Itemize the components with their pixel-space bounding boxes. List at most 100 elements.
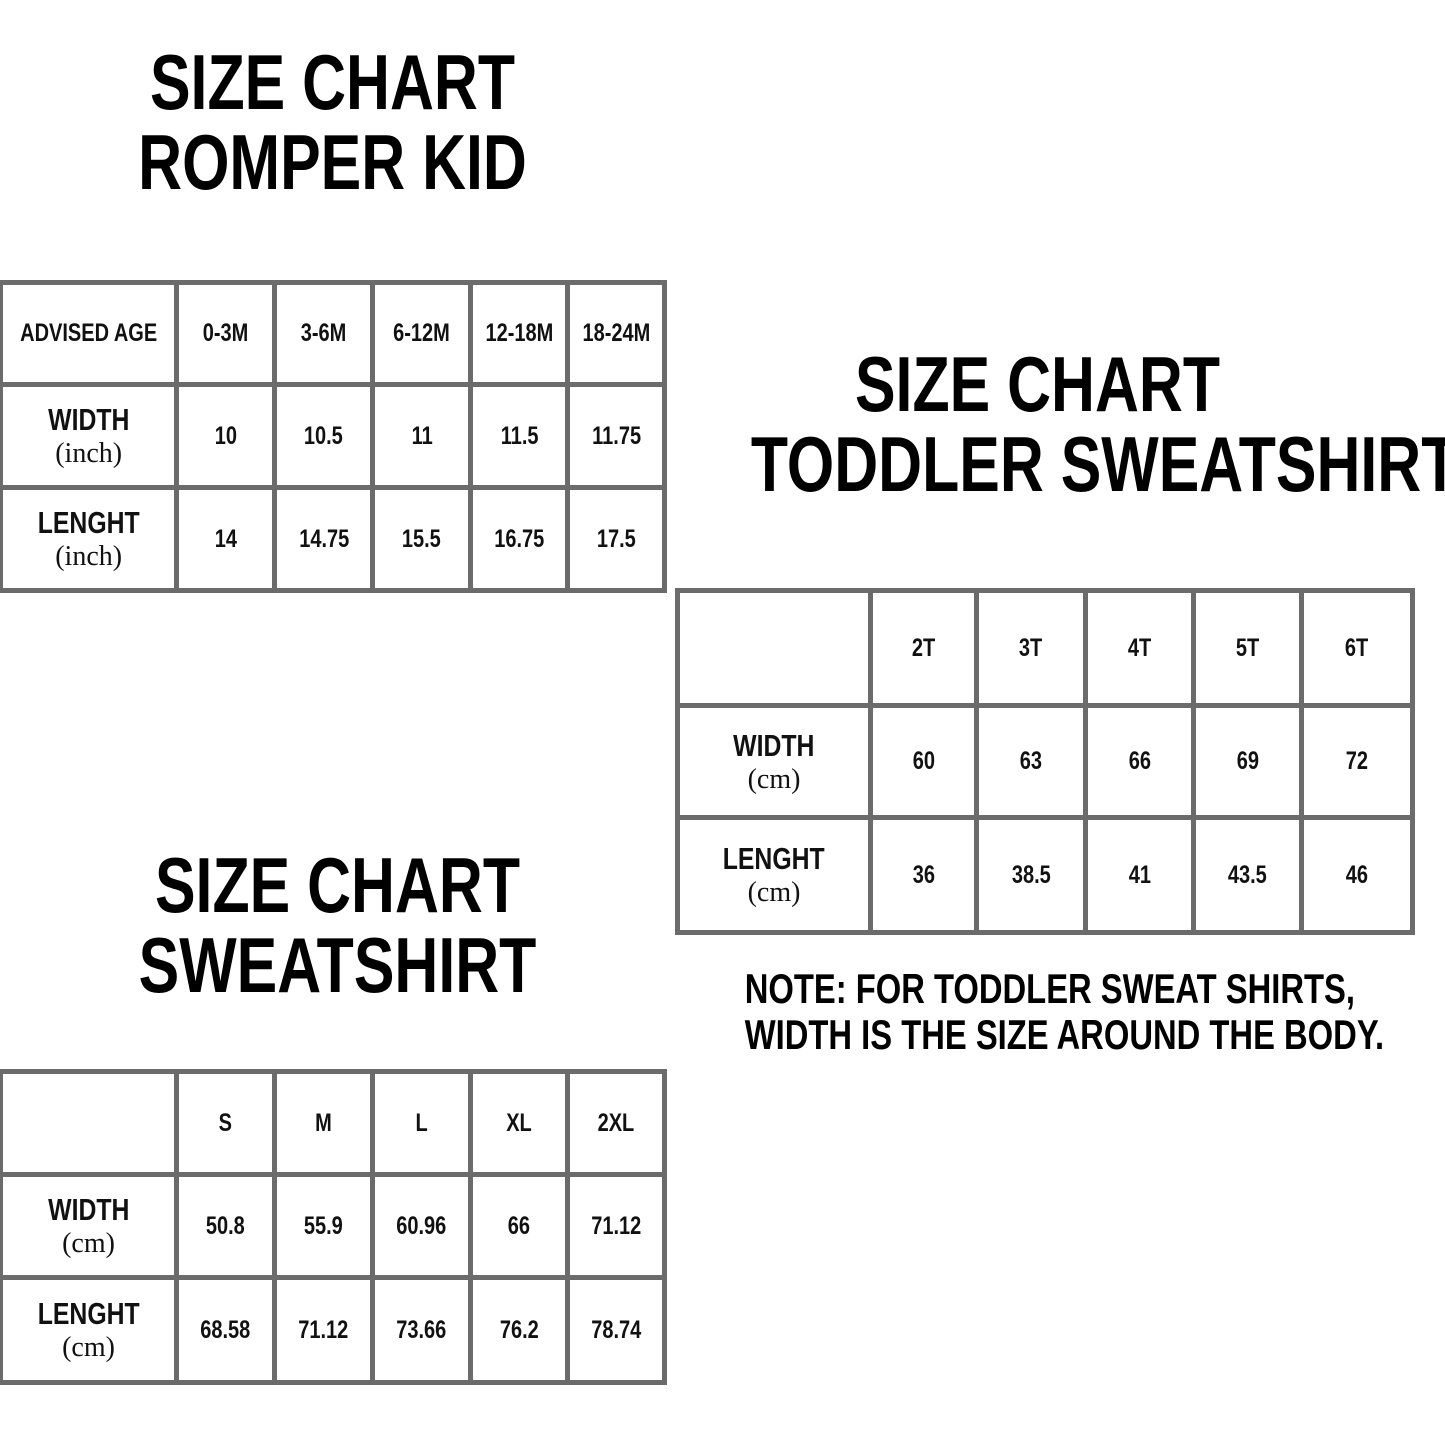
value: 71.12	[298, 1315, 349, 1344]
value-cell: 55.9	[272, 1172, 375, 1280]
value: 10.5	[304, 421, 344, 450]
value-cell: 73.66	[370, 1275, 473, 1385]
size-header: 4T	[1083, 588, 1196, 708]
value: 60.96	[396, 1211, 447, 1240]
size-label: 3T	[1019, 633, 1043, 662]
header-row: ADVISED AGE 0-3M 3-6M 6-12M 12-18M 18-24M	[0, 280, 668, 387]
row-label: LENGHT (cm)	[0, 1275, 179, 1385]
value: 63	[1019, 747, 1043, 775]
header-row: 2T 3T 4T 5T 6T	[675, 588, 1415, 708]
size-table: ADVISED AGE 0-3M 3-6M 6-12M 12-18M 18-24M WIDT…	[0, 280, 668, 593]
value: 10	[214, 421, 237, 450]
size-label: XL	[506, 1108, 532, 1137]
value-cell: 10.5	[272, 382, 376, 490]
measure-unit: (inch)	[55, 438, 123, 469]
value: 69	[1236, 747, 1259, 775]
size-table: 2T 3T 4T 5T 6T WIDTH (cm) 60 63 66 69 72 LENGHT (cm) 3…	[675, 588, 1415, 935]
value-cell: 38.5	[974, 815, 1088, 935]
title-line: TODDLER SWEATSHIRT	[750, 420, 1445, 508]
value-cell: 69	[1191, 703, 1304, 820]
measure-name: LENGHT	[37, 1296, 140, 1331]
value-cell: 15.5	[370, 485, 474, 593]
size-header: 5T	[1191, 588, 1304, 708]
value: 11.75	[591, 421, 641, 450]
value-cell: 50.8	[174, 1172, 277, 1280]
value: 72	[1345, 747, 1369, 775]
title-line: SIZE CHART	[149, 38, 516, 126]
value: 71.12	[590, 1211, 642, 1240]
size-label: 2T	[911, 633, 936, 662]
title-line: SWEATSHIRT	[138, 921, 537, 1009]
value-cell: 43.5	[1191, 815, 1304, 935]
value: 14	[214, 524, 237, 553]
value: 73.66	[396, 1315, 447, 1344]
corner-cell	[0, 1069, 179, 1177]
measure-name: WIDTH	[47, 1192, 130, 1227]
value-cell: 10	[174, 382, 278, 490]
title-line: SIZE CHART	[854, 340, 1221, 428]
size-header: L	[370, 1069, 473, 1177]
value: 41	[1128, 860, 1151, 889]
size-label: L	[415, 1108, 428, 1137]
value: 17.5	[596, 524, 636, 553]
value: 55.9	[304, 1211, 343, 1240]
size-label: 0-3M	[203, 319, 249, 347]
size-table: S M L XL 2XL WIDTH (cm) 50.8 55.9 60.96 66 71.12 LEN…	[0, 1069, 667, 1385]
value-cell: 71.12	[565, 1172, 667, 1280]
value-cell: 78.74	[565, 1275, 667, 1385]
data-row: WIDTH (cm) 50.8 55.9 60.96 66 71.12	[0, 1172, 667, 1280]
size-header: M	[272, 1069, 375, 1177]
size-header: 3-6M	[272, 280, 376, 387]
value-cell: 11.5	[468, 382, 571, 490]
size-label: 6T	[1345, 633, 1369, 662]
size-header: 6T	[1299, 588, 1415, 708]
section-title: SIZE CHART ROMPER KID	[0, 42, 665, 202]
value: 66	[507, 1211, 531, 1240]
measure-unit: (inch)	[55, 541, 123, 572]
row-label: WIDTH (cm)	[0, 1172, 179, 1280]
size-header: S	[174, 1069, 277, 1177]
row-label: WIDTH (cm)	[675, 703, 873, 820]
value: 11	[411, 421, 433, 450]
title-line: SIZE CHART	[154, 841, 521, 929]
size-header: 0-3M	[174, 280, 278, 387]
value: 36	[912, 860, 935, 889]
title-line: WIDTH IS THE SIZE AROUND THE BODY.	[744, 1011, 1385, 1058]
data-row: WIDTH (cm) 60 63 66 69 72	[675, 703, 1415, 820]
value-cell: 60.96	[370, 1172, 473, 1280]
size-label: 2XL	[597, 1108, 635, 1137]
value: 38.5	[1011, 860, 1051, 889]
value: 50.8	[206, 1211, 245, 1240]
corner-text: ADVISED AGE	[20, 319, 158, 347]
value-cell: 11	[370, 382, 474, 490]
value-cell: 46	[1299, 815, 1415, 935]
size-header: 6-12M	[370, 280, 474, 387]
measure-unit: (cm)	[62, 1228, 115, 1259]
value-cell: 14	[174, 485, 278, 593]
data-row: LENGHT (inch) 14 14.75 15.5 16.75 17.5	[0, 485, 668, 593]
title-line: ROMPER KID	[138, 118, 527, 206]
measure-unit: (cm)	[747, 877, 801, 908]
size-label: 5T	[1235, 633, 1260, 662]
size-header: 2T	[868, 588, 979, 708]
value: 68.58	[200, 1315, 251, 1344]
size-header: XL	[468, 1069, 570, 1177]
section-title: SIZE CHART TODDLER SWEATSHIRT	[670, 340, 1445, 508]
measure-name: WIDTH	[48, 402, 130, 437]
value: 46	[1345, 860, 1369, 889]
size-header: 3T	[974, 588, 1088, 708]
size-header: 2XL	[565, 1069, 667, 1177]
row-label: LENGHT (inch)	[0, 485, 180, 593]
value-cell: 36	[868, 815, 979, 935]
value-cell: 17.5	[565, 485, 668, 593]
value: 76.2	[499, 1315, 539, 1344]
value-cell: 14.75	[272, 485, 376, 593]
value-cell: 60	[868, 703, 979, 820]
size-label: M	[315, 1108, 332, 1137]
size-label: 18-24M	[582, 319, 651, 347]
value-cell: 41	[1083, 815, 1196, 935]
measure-name: WIDTH	[733, 727, 815, 763]
value: 43.5	[1228, 860, 1267, 889]
row-label: LENGHT (cm)	[675, 815, 873, 935]
